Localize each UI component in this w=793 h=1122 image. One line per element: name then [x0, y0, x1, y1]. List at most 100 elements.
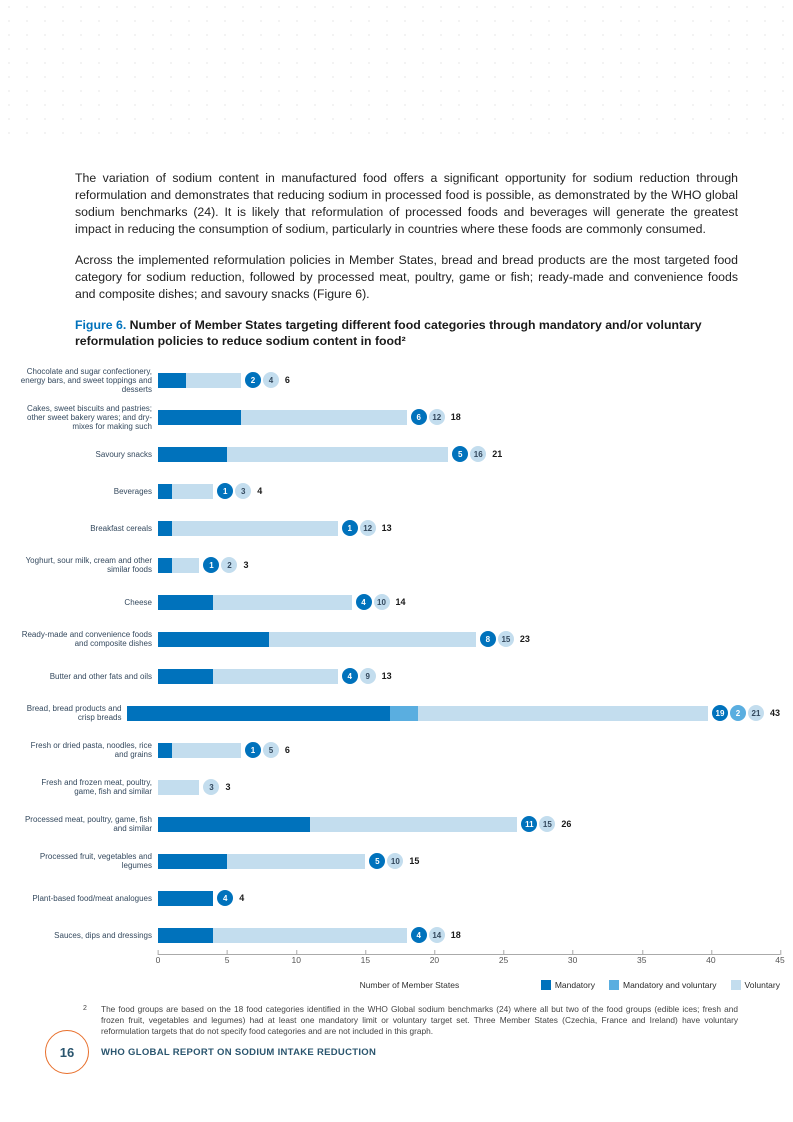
- chart-row: Fresh or dried pasta, noodles, rice and …: [20, 732, 780, 769]
- x-axis-label-row: Number of Member States Mandatory Mandat…: [158, 980, 780, 990]
- badge-voluntary: 5: [263, 742, 279, 758]
- value-badges: 51015: [369, 853, 419, 869]
- bar-segment-mandatory: [158, 669, 213, 684]
- value-badges: 44: [217, 890, 244, 906]
- total-value: 6: [285, 375, 290, 385]
- stacked-bar: [158, 410, 407, 425]
- total-value: 21: [492, 449, 502, 459]
- figure-title: Figure 6. Number of Member States target…: [75, 317, 738, 350]
- bar-segment-mandatory: [158, 373, 186, 388]
- bar-plot-area: 11213: [158, 510, 780, 547]
- total-value: 6: [285, 745, 290, 755]
- value-badges: 41418: [411, 927, 461, 943]
- chart-row: Ready-made and convenience foods and com…: [20, 621, 780, 658]
- x-tick: 45: [775, 955, 784, 965]
- badge-mandatory: 19: [712, 705, 728, 721]
- bar-segment-voluntary: [269, 632, 476, 647]
- bar-segment-mandatory: [158, 484, 172, 499]
- stacked-bar: [158, 595, 352, 610]
- bar-plot-area: 134: [158, 473, 780, 510]
- category-label: Cheese: [20, 598, 158, 607]
- bar-segment-mandatory: [158, 632, 269, 647]
- bar-segment-voluntary: [213, 928, 407, 943]
- badge-voluntary: 3: [203, 779, 219, 795]
- bar-plot-area: 33: [158, 769, 780, 806]
- stacked-bar: [158, 743, 241, 758]
- value-badges: 156: [245, 742, 290, 758]
- legend-voluntary: Voluntary: [731, 980, 780, 990]
- total-value: 18: [451, 412, 461, 422]
- badge-mandatory: 4: [411, 927, 427, 943]
- x-tick: 30: [568, 955, 577, 965]
- chart-row: Sauces, dips and dressings41418: [20, 917, 780, 954]
- page-content: The variation of sodium content in manuf…: [0, 0, 793, 1038]
- badge-voluntary: 3: [235, 483, 251, 499]
- stacked-bar: [158, 780, 199, 795]
- bar-segment-mandatory: [158, 854, 227, 869]
- badge-mandatory: 4: [356, 594, 372, 610]
- chart-row: Breakfast cereals11213: [20, 510, 780, 547]
- bar-plot-area: 61218: [158, 399, 780, 436]
- bar-segment-voluntary: [172, 484, 213, 499]
- category-label: Processed meat, poultry, game, fish and …: [20, 815, 158, 833]
- paragraph-1: The variation of sodium content in manuf…: [75, 170, 738, 238]
- bar-segment-voluntary: [172, 521, 338, 536]
- bar-segment-mandatory: [158, 521, 172, 536]
- x-tick: 0: [156, 955, 161, 965]
- x-tick: 5: [225, 955, 230, 965]
- total-value: 4: [239, 893, 244, 903]
- bar-segment-mandatory: [127, 706, 390, 721]
- x-tick: 20: [430, 955, 439, 965]
- bar-segment-mandatory: [158, 447, 227, 462]
- category-label: Fresh or dried pasta, noodles, rice and …: [20, 741, 158, 759]
- stacked-bar: [158, 447, 448, 462]
- total-value: 18: [451, 930, 461, 940]
- bar-plot-area: 41418: [158, 917, 780, 954]
- category-label: Fresh and frozen meat, poultry, game, fi…: [20, 778, 158, 796]
- bar-segment-voluntary: [172, 558, 200, 573]
- total-value: 3: [243, 560, 248, 570]
- value-badges: 4913: [342, 668, 392, 684]
- bar-segment-voluntary: [227, 854, 365, 869]
- category-label: Yoghurt, sour milk, cream and other simi…: [20, 556, 158, 574]
- total-value: 23: [520, 634, 530, 644]
- x-axis: 051015202530354045: [158, 954, 780, 974]
- category-label: Plant-based food/meat analogues: [20, 894, 158, 903]
- chart-row: Beverages134: [20, 473, 780, 510]
- bar-segment-mandatory-voluntary: [390, 706, 418, 721]
- total-value: 15: [409, 856, 419, 866]
- bar-plot-area: 44: [158, 880, 780, 917]
- stacked-bar: [158, 484, 213, 499]
- stacked-bar: [158, 891, 213, 906]
- category-label: Cakes, sweet biscuits and pastries; othe…: [20, 404, 158, 432]
- chart-row: Plant-based food/meat analogues 44: [20, 880, 780, 917]
- value-badges: 123: [203, 557, 248, 573]
- bar-plot-area: 246: [158, 362, 780, 399]
- badge-mandatory: 5: [452, 446, 468, 462]
- bar-plot-area: 51621: [158, 436, 780, 473]
- bar-segment-mandatory: [158, 743, 172, 758]
- stacked-bar: [127, 706, 708, 721]
- chart-row: Processed meat, poultry, game, fish and …: [20, 806, 780, 843]
- value-badges: 246: [245, 372, 290, 388]
- badge-mandatory: 1: [245, 742, 261, 758]
- x-tick: 40: [706, 955, 715, 965]
- category-label: Chocolate and sugar confectionery, energ…: [20, 367, 158, 395]
- value-badges: 134: [217, 483, 262, 499]
- chart-row: Chocolate and sugar confectionery, energ…: [20, 362, 780, 399]
- bar-plot-area: 41014: [158, 584, 780, 621]
- x-tick: 35: [637, 955, 646, 965]
- bar-segment-mandatory: [158, 817, 310, 832]
- figure-6-chart: Chocolate and sugar confectionery, energ…: [20, 362, 780, 990]
- badge-mandatory: 1: [217, 483, 233, 499]
- bar-segment-voluntary: [213, 595, 351, 610]
- total-value: 26: [561, 819, 571, 829]
- badge-mandatory-voluntary: 2: [730, 705, 746, 721]
- figure-caption: Number of Member States targeting differ…: [75, 318, 702, 349]
- badge-voluntary: 12: [360, 520, 376, 536]
- chart-row: Cakes, sweet biscuits and pastries; othe…: [20, 399, 780, 436]
- bar-segment-voluntary: [186, 373, 241, 388]
- total-value: 43: [770, 708, 780, 718]
- bar-segment-voluntary: [241, 410, 407, 425]
- chart-row: Savoury snacks51621: [20, 436, 780, 473]
